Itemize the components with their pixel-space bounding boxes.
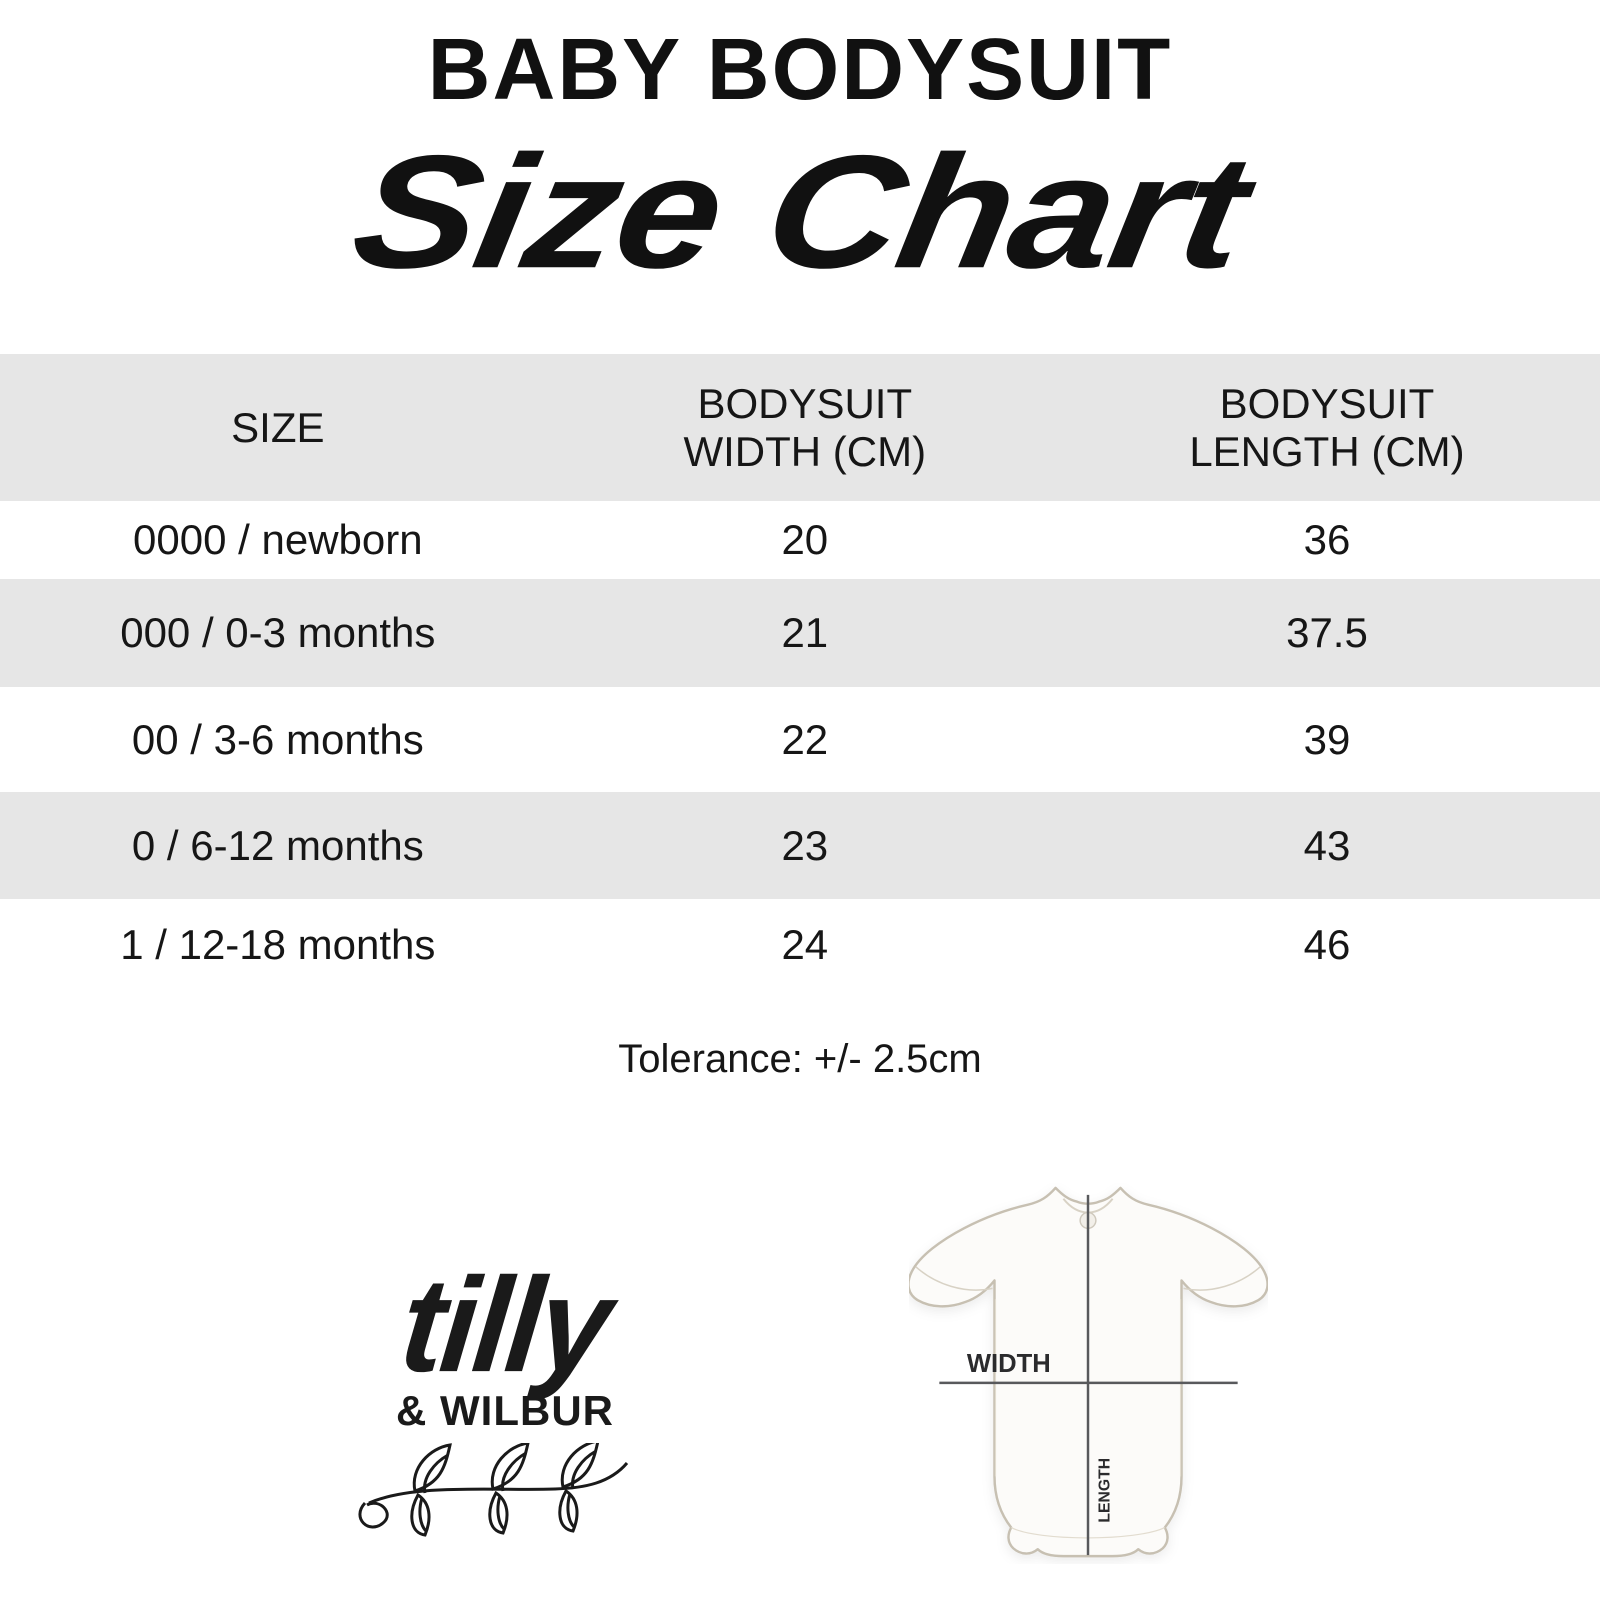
svg-text:WIDTH: WIDTH bbox=[967, 1350, 1051, 1378]
svg-text:LENGTH: LENGTH bbox=[1097, 1458, 1114, 1523]
